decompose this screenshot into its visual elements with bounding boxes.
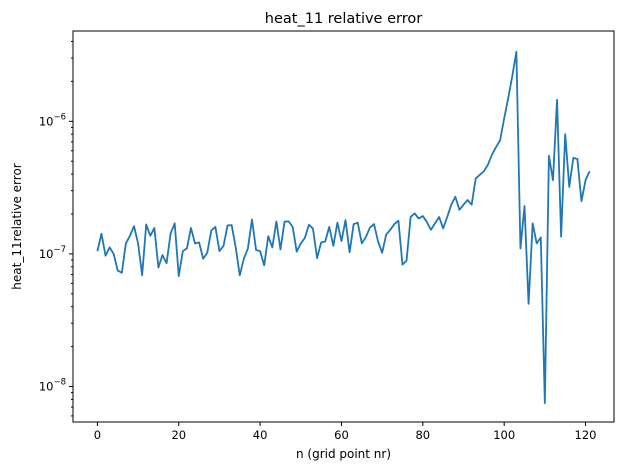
x-axis: 0 20 40 60 80 100 120: [94, 422, 597, 442]
axes-frame: [72, 30, 615, 423]
x-tick-label: 0: [94, 428, 101, 442]
y-axis: 10−8 10−7 10−6: [39, 40, 73, 417]
chart-title: heat_11 relative error: [265, 11, 422, 27]
y-tick-label: 10−7: [39, 245, 66, 261]
x-tick-label: 80: [415, 428, 430, 442]
x-tick-label: 20: [171, 428, 186, 442]
x-tick-label: 40: [253, 428, 268, 442]
y-axis-label: heat_11relative error: [10, 163, 24, 290]
x-axis-label: n (grid point nr): [296, 447, 391, 461]
plot-area: [72, 30, 615, 423]
y-tick-label: 10−6: [39, 112, 66, 128]
y-tick-label: 10−8: [39, 378, 66, 394]
x-tick-label: 100: [493, 428, 515, 442]
series-line: [96, 50, 591, 404]
x-tick-label: 60: [334, 428, 349, 442]
x-tick-label: 120: [575, 428, 597, 442]
